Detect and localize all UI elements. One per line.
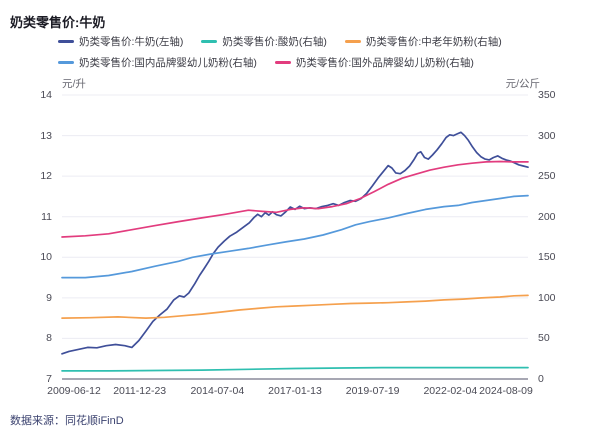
axis-tick-label: 10 bbox=[40, 251, 52, 264]
x-axis-tick-label: 2024-08-09 bbox=[479, 385, 533, 397]
legend-label: 奶类零售价:国外品牌婴幼儿奶粉(右轴) bbox=[295, 57, 474, 69]
series-line-1 bbox=[61, 366, 529, 372]
legend-label: 奶类零售价:中老年奶粉(右轴) bbox=[365, 36, 502, 48]
x-axis-tick-label: 2019-07-19 bbox=[345, 385, 400, 397]
right-axis-unit: 元/公斤 bbox=[505, 78, 540, 90]
axis-tick-label: 9 bbox=[46, 291, 52, 304]
axis-tick-label: 300 bbox=[538, 129, 556, 142]
axis-tick-label: 8 bbox=[46, 332, 52, 345]
series-line-2 bbox=[61, 294, 529, 319]
legend-item-senior-milk-powder[interactable]: 奶类零售价:中老年奶粉(右轴) bbox=[344, 34, 502, 49]
legend-item-domestic-infant-formula[interactable]: 奶类零售价:国内品牌婴幼儿奶粉(右轴) bbox=[58, 55, 257, 70]
axis-tick-label: 100 bbox=[538, 291, 556, 304]
left-axis-unit: 元/升 bbox=[62, 78, 86, 90]
x-axis-tick-label: 2014-07-04 bbox=[190, 385, 245, 397]
legend-row-1: 奶类零售价:牛奶(左轴) 奶类零售价:酸奶(右轴) 奶类零售价:中老年奶粉(右轴… bbox=[58, 34, 578, 49]
axis-tick-label: 14 bbox=[40, 89, 52, 101]
x-axis-tick-label: 2022-02-04 bbox=[423, 385, 478, 397]
series-line-0 bbox=[61, 131, 529, 355]
axis-tick-label: 200 bbox=[538, 210, 556, 223]
legend-swatch-icon bbox=[274, 61, 291, 64]
axis-tick-label: 7 bbox=[46, 373, 52, 385]
series-line-4 bbox=[61, 160, 529, 238]
axis-tick-label: 350 bbox=[538, 89, 556, 101]
axis-tick-label: 150 bbox=[538, 251, 556, 264]
x-axis-tick-label: 2009-06-12 bbox=[47, 385, 101, 397]
chart-title: 奶类零售价:牛奶 bbox=[10, 15, 106, 30]
axis-tick-label: 50 bbox=[538, 332, 550, 345]
legend-swatch-icon bbox=[201, 40, 218, 43]
legend-swatch-icon bbox=[344, 40, 361, 43]
legend-row-2: 奶类零售价:国内品牌婴幼儿奶粉(右轴) 奶类零售价:国外品牌婴幼儿奶粉(右轴) bbox=[58, 55, 578, 70]
legend-swatch-icon bbox=[58, 61, 74, 64]
legend-label: 奶类零售价:国内品牌婴幼儿奶粉(右轴) bbox=[79, 57, 257, 69]
data-source-label: 数据来源：同花顺iFinD bbox=[10, 415, 124, 427]
legend-item-yogurt[interactable]: 奶类零售价:酸奶(右轴) bbox=[201, 34, 327, 49]
legend-label: 奶类零售价:牛奶(左轴) bbox=[79, 36, 184, 48]
x-axis-tick-label: 2017-01-13 bbox=[268, 385, 322, 397]
legend-item-milk[interactable]: 奶类零售价:牛奶(左轴) bbox=[58, 34, 183, 49]
axis-tick-label: 0 bbox=[538, 373, 544, 385]
axis-tick-label: 12 bbox=[40, 170, 52, 183]
axis-tick-label: 11 bbox=[41, 210, 52, 223]
series-line-3 bbox=[61, 194, 529, 279]
legend-swatch-icon bbox=[58, 40, 74, 43]
x-axis-tick-label: 2011-12-23 bbox=[113, 385, 167, 397]
axis-tick-label: 250 bbox=[538, 170, 556, 183]
legend-item-foreign-infant-formula[interactable]: 奶类零售价:国外品牌婴幼儿奶粉(右轴) bbox=[274, 55, 474, 70]
legend-label: 奶类零售价:酸奶(右轴) bbox=[222, 36, 327, 48]
chart-legend: 奶类零售价:牛奶(左轴) 奶类零售价:酸奶(右轴) 奶类零售价:中老年奶粉(右轴… bbox=[58, 34, 578, 76]
axis-tick-label: 13 bbox=[40, 129, 52, 142]
